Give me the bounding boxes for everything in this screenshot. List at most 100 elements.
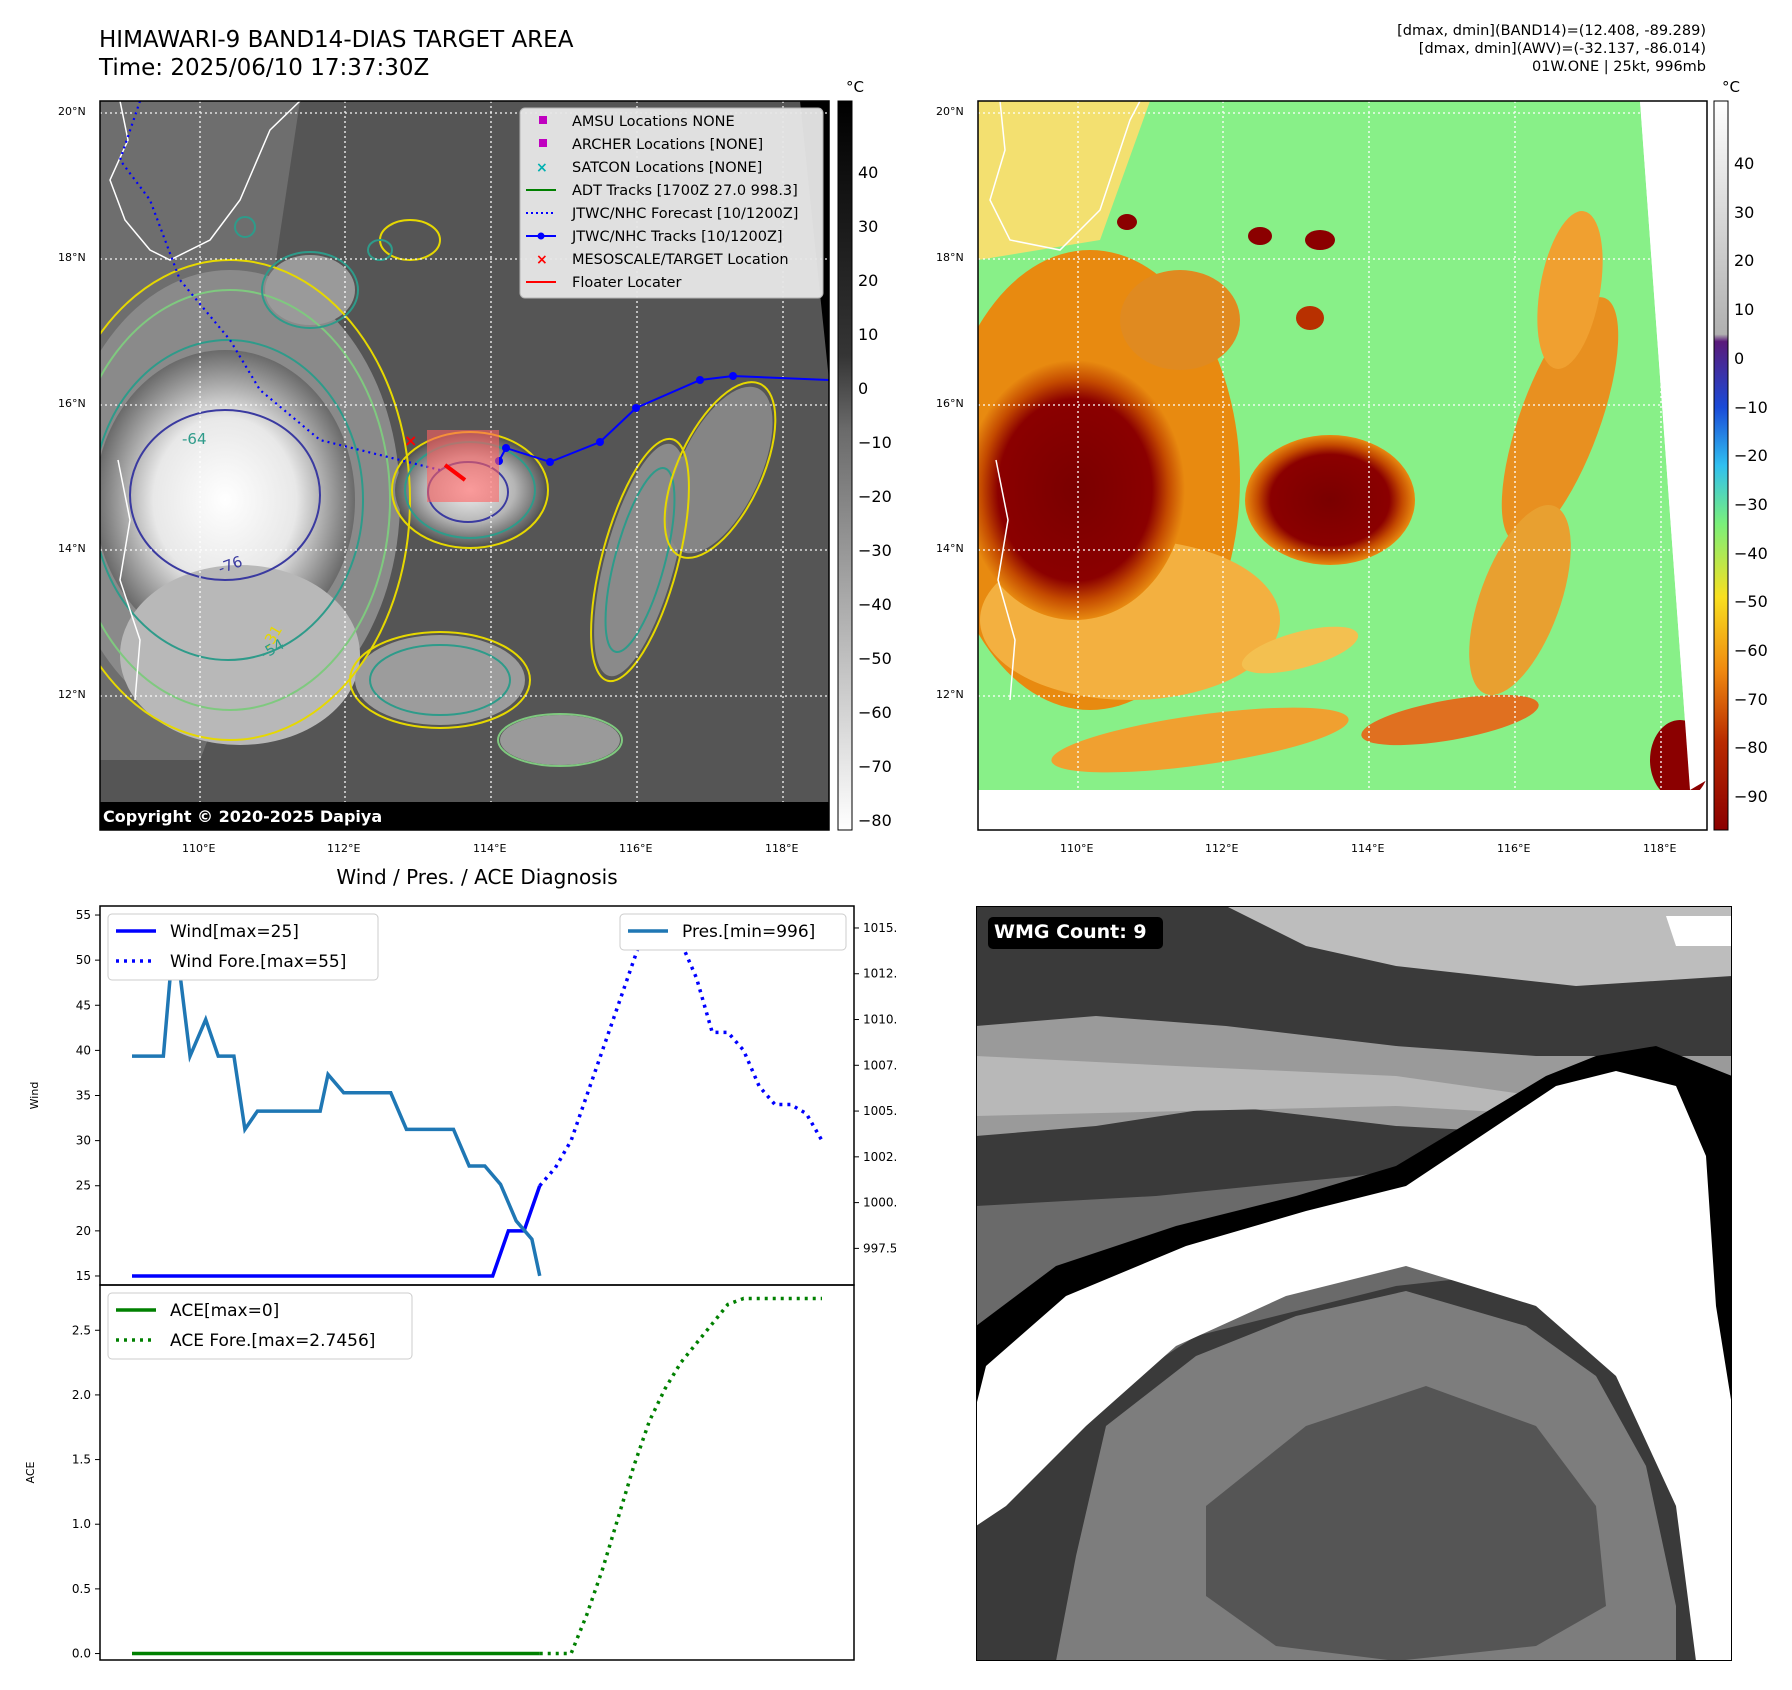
track-legend: AMSU Locations NONE ARCHER Locations [NO…: [572, 111, 798, 295]
stats-line-2: [dmax, dmin](AWV)=(-32.137, -86.014): [1418, 41, 1706, 57]
wind-forecast-legend-label: Wind Fore.[max=55]: [170, 952, 346, 972]
y-right-tick-label: 1015.0: [863, 921, 896, 935]
wmg-panel: [976, 906, 1732, 1661]
colorbar-tick: −80: [1734, 738, 1768, 758]
pressure-legend-label: Pres.[min=996]: [682, 922, 815, 942]
legend-floater: Floater Locater: [572, 275, 682, 291]
colorbar-tick: 20: [858, 271, 879, 290]
y-axis-label: ACE: [24, 1461, 37, 1483]
lon-label: 110°E: [1060, 842, 1094, 855]
colorbar-unit: °C: [846, 78, 864, 96]
lon-label: 110°E: [182, 842, 216, 855]
y-right-tick-label: 997.5: [863, 1241, 896, 1255]
legend-jtwc-forecast: JTWC/NHC Forecast [10/1200Z]: [572, 206, 799, 222]
y-tick-label: 25: [76, 1179, 91, 1193]
legend-satcon: SATCON Locations [NONE]: [572, 160, 763, 176]
y-right-tick-label: 1010.0: [863, 1013, 896, 1027]
lat-label: 12°N: [58, 688, 86, 701]
colorbar-tick: −10: [1734, 397, 1768, 417]
wind-forecast-line: [538, 910, 824, 1187]
lat-label: 18°N: [58, 251, 86, 264]
lat-label: 12°N: [936, 688, 964, 701]
contour-label: -64: [182, 430, 207, 448]
lat-label: 20°N: [58, 105, 86, 118]
lat-label: 18°N: [936, 251, 964, 264]
colorbar-tick: −60: [858, 703, 892, 722]
colorbar-tick: −60: [1734, 641, 1768, 661]
y-tick-label: 30: [76, 1134, 91, 1148]
y-tick-label: 0.5: [72, 1582, 91, 1596]
page-title: HIMAWARI-9 BAND14-DIAS TARGET AREA Time:…: [99, 26, 573, 82]
colorbar-tick: −30: [858, 541, 892, 560]
colorbar-tick: 30: [858, 217, 879, 236]
stats-line-1: [dmax, dmin](BAND14)=(12.408, -89.289): [1397, 23, 1706, 39]
svg-text:×: ×: [404, 431, 417, 450]
y-tick-label: 0.0: [72, 1647, 91, 1661]
pressure-line: [132, 927, 542, 1277]
color-ir-map-panel: [977, 100, 1729, 831]
colorbar-tick: 20: [1734, 251, 1755, 271]
colorbar-tick: −20: [1734, 446, 1768, 466]
y-tick-label: 55: [76, 908, 91, 922]
lat-label: 14°N: [936, 542, 964, 555]
wind-legend-box: [107, 913, 379, 981]
colorbar-tick: 30: [1734, 202, 1755, 222]
lat-label: 14°N: [58, 542, 86, 555]
colorbar-tick: −70: [858, 757, 892, 776]
svg-text:×: ×: [536, 160, 548, 176]
legend-amsu: AMSU Locations NONE: [572, 114, 735, 130]
diagnosis-chart: 15 20 25 30 35 40 45 50 55 997.5 1000.0 1002.5 1005.…: [24, 905, 896, 1661]
copyright: Copyright © 2020-2025 Dapiya: [103, 807, 383, 826]
y-axis-label: Wind: [28, 1082, 41, 1110]
colorbar-tick: −80: [858, 811, 892, 830]
wind-legend-label: Wind[max=25]: [170, 922, 299, 942]
colorbar-tick: −20: [858, 487, 892, 506]
title-line-1: HIMAWARI-9 BAND14-DIAS TARGET AREA: [99, 27, 574, 53]
colorbar-tick: −40: [1734, 543, 1768, 563]
svg-text:×: ×: [536, 252, 548, 268]
wind-line: [132, 1185, 542, 1278]
lon-label: 114°E: [1351, 842, 1385, 855]
title-line-2: Time: 2025/06/10 17:37:30Z: [99, 55, 430, 81]
ace-forecast-line: [539, 1296, 822, 1656]
y-right-tick-label: 1005.0: [863, 1104, 896, 1118]
colorbar-tick: −40: [858, 595, 892, 614]
colorbar-gray-ticks: 40 30 20 10 0 −10 −20 −30 −40 −50 −60 −7…: [858, 146, 892, 848]
y-right-tick-label: 1000.0: [863, 1196, 896, 1210]
lon-label: 116°E: [1497, 842, 1531, 855]
legend-jtwc-tracks: JTWC/NHC Tracks [10/1200Z]: [572, 229, 783, 245]
ace-forecast-legend-label: ACE Fore.[max=2.7456]: [170, 1331, 375, 1351]
y-tick-label: 2.5: [72, 1323, 91, 1337]
lat-label: 16°N: [58, 397, 86, 410]
y-right-tick-label: 1012.5: [863, 967, 896, 981]
ace-legend-label: ACE[max=0]: [170, 1301, 279, 1321]
colorbar-tick: 0: [1734, 348, 1745, 368]
colorbar-unit: °C: [1722, 78, 1740, 96]
wmg-count-label: WMG Count: 9: [994, 921, 1147, 943]
ace-legend-box: [107, 1292, 413, 1360]
diagnosis-title: Wind / Pres. / ACE Diagnosis: [336, 865, 618, 889]
colorbar-tick: 40: [858, 163, 879, 182]
colorbar-tick: 10: [1734, 300, 1755, 320]
colorbar-tick: −10: [858, 433, 892, 452]
y-tick-label: 15: [76, 1269, 91, 1283]
y-tick-label: 2.0: [72, 1388, 91, 1402]
ir-map-panel: × × ×: [99, 100, 853, 831]
pressure-legend-box: [619, 913, 847, 951]
legend-target: MESOSCALE/TARGET Location: [572, 252, 789, 268]
y-tick-label: 50: [76, 953, 91, 967]
lat-label: 16°N: [936, 397, 964, 410]
colorbar-tick: −90: [1734, 787, 1768, 807]
lon-label: 118°E: [765, 842, 799, 855]
colorbar-tick: −70: [1734, 689, 1768, 709]
stats-line-3: 01W.ONE | 25kt, 996mb: [1531, 59, 1706, 75]
y-tick-label: 45: [76, 998, 91, 1012]
lat-label: 20°N: [936, 105, 964, 118]
y-tick-label: 1.0: [72, 1517, 91, 1531]
y-tick-label: 20: [76, 1224, 91, 1238]
stats-block: [dmax, dmin](BAND14)=(12.408, -89.289) […: [1397, 22, 1706, 76]
colorbar-tick: −50: [1734, 592, 1768, 612]
lon-label: 114°E: [473, 842, 507, 855]
lon-label: 116°E: [619, 842, 653, 855]
colorbar-tick: 10: [858, 325, 879, 344]
